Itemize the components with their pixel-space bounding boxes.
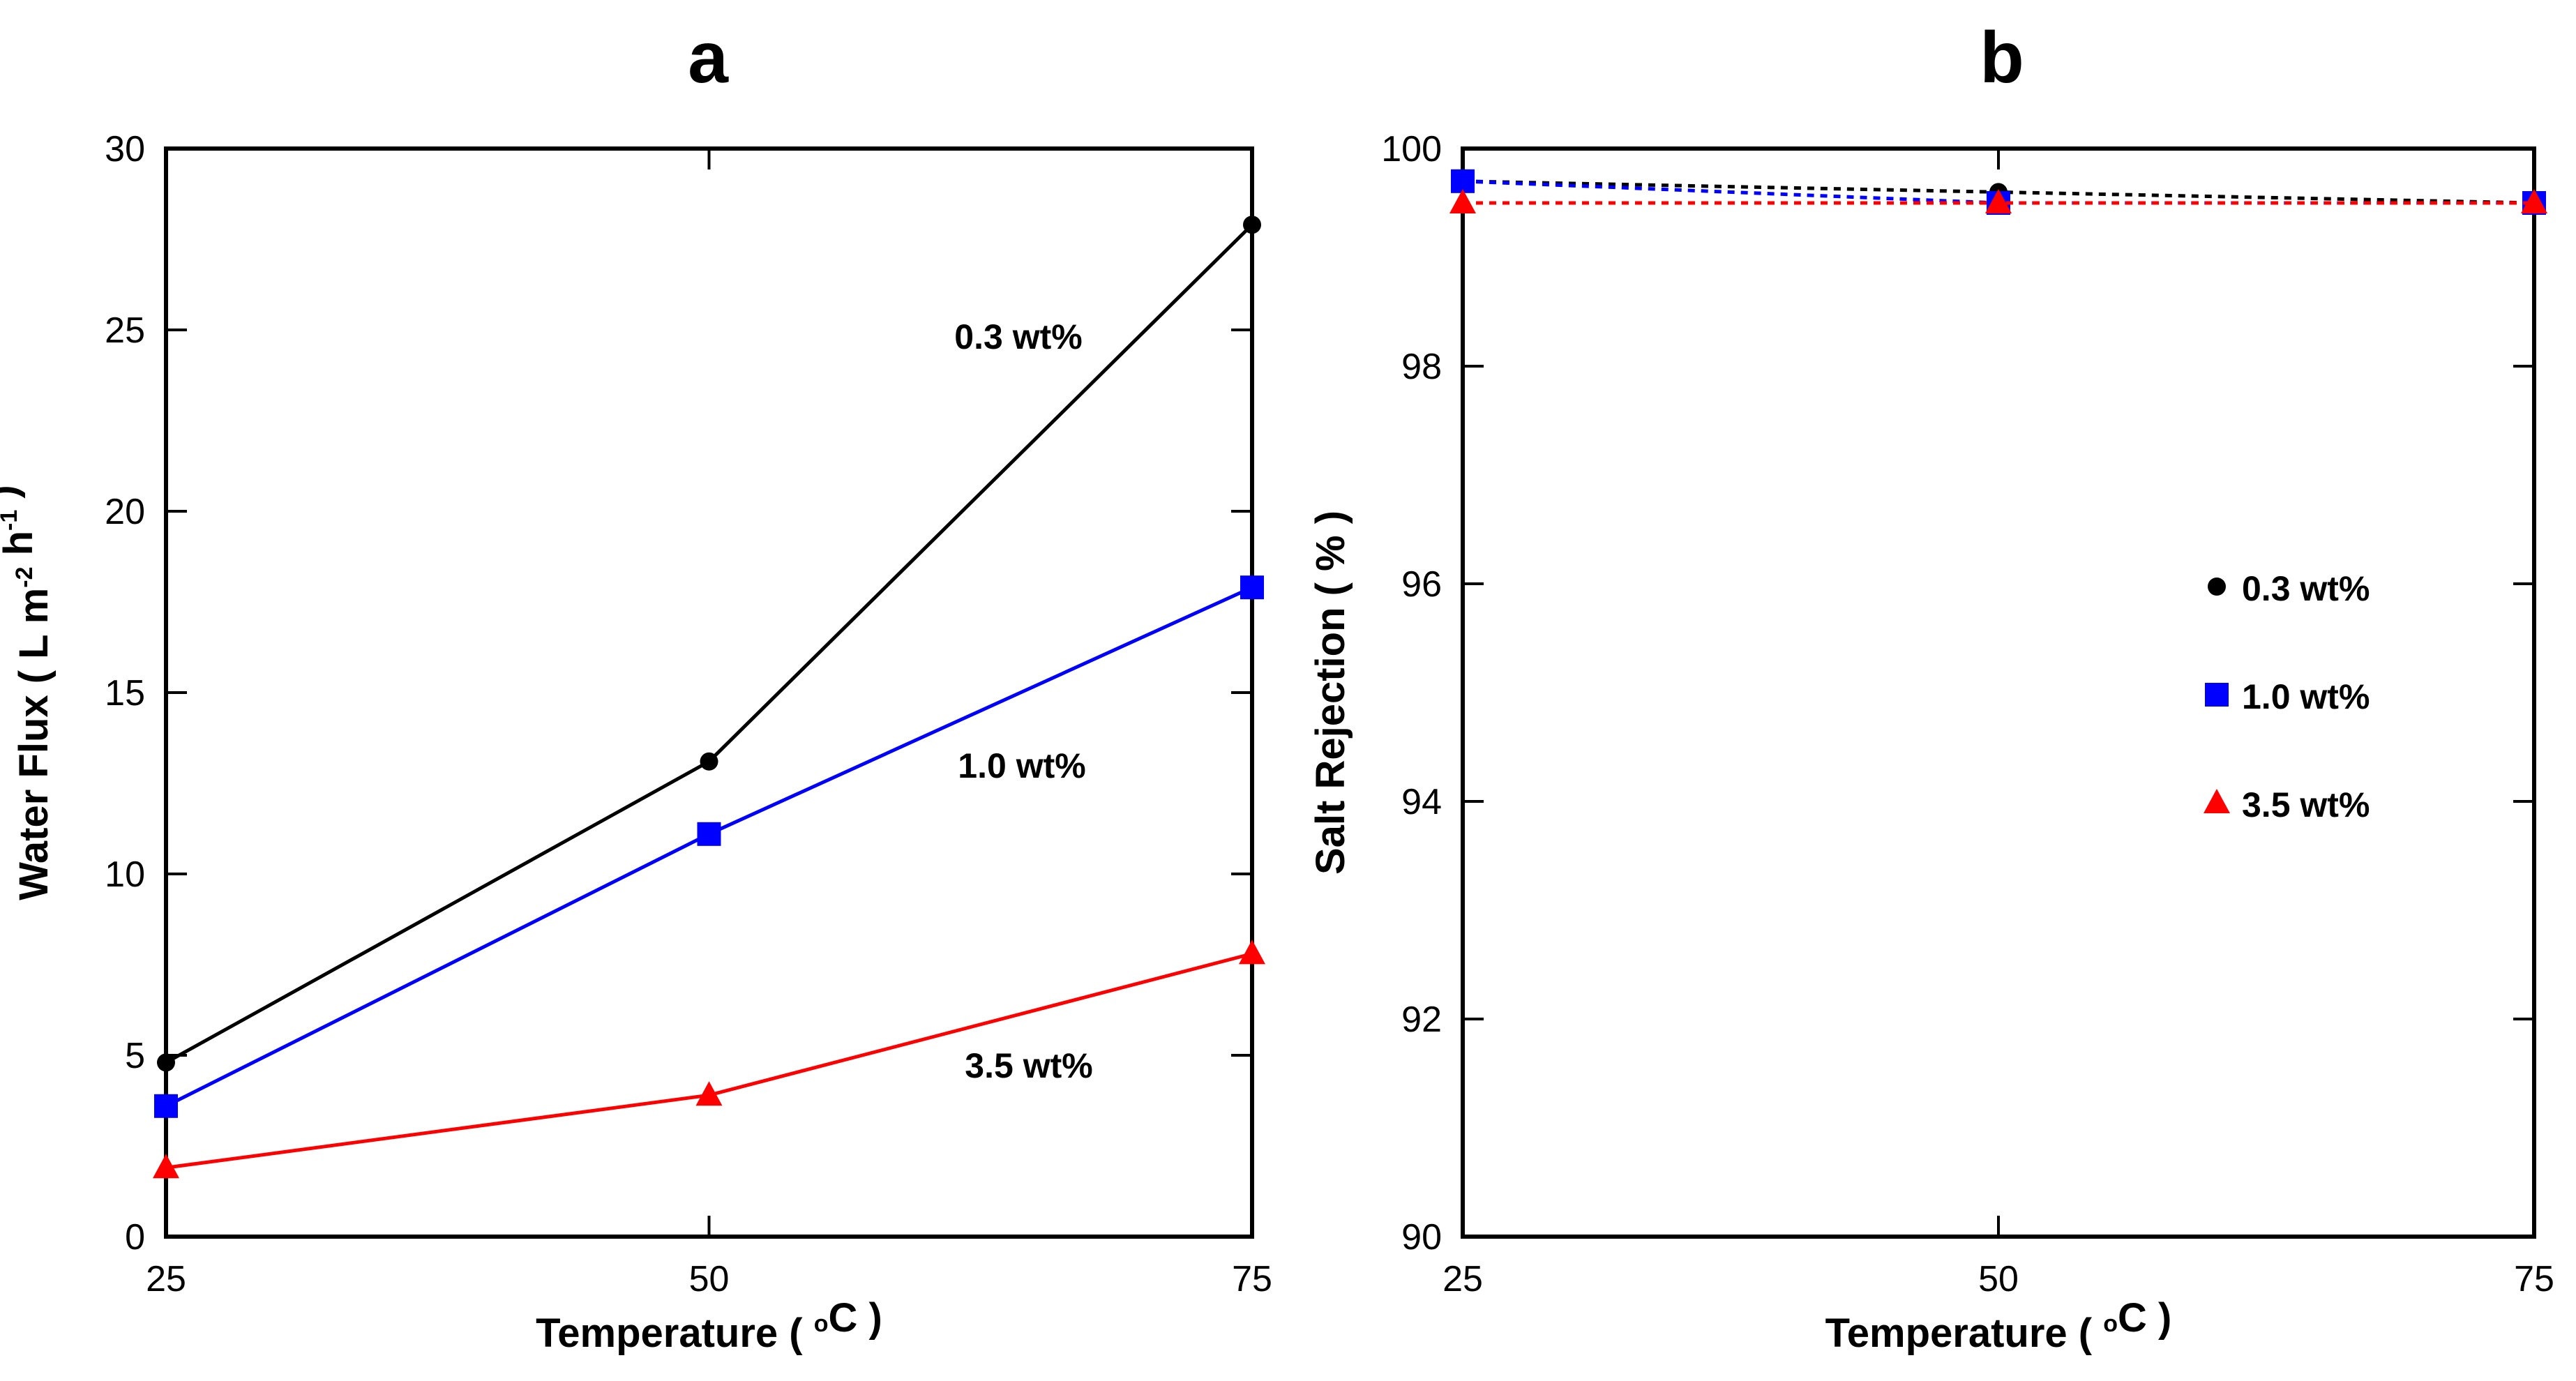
legend-label: 1.0 wt% (2242, 677, 2370, 716)
y-tick-label: 15 (105, 673, 145, 714)
legend-marker (2208, 578, 2226, 596)
legend-marker (2205, 683, 2229, 707)
y-tick-label: 25 (105, 310, 145, 351)
y-tick-label: 0 (125, 1217, 145, 1258)
series-label: 1.0 wt% (958, 746, 1085, 785)
x-tick-label: 75 (2514, 1259, 2554, 1299)
legend-marker (2204, 789, 2230, 813)
data-point (2521, 189, 2547, 213)
y-axis-title: Water Flux ( L m-2 h-1 ) (0, 485, 57, 900)
y-tick-label: 100 (1381, 129, 1442, 169)
y-tick-label: 20 (105, 492, 145, 532)
y-axis-title: Salt Rejection ( % ) (1308, 511, 1353, 875)
panel-a-letter: a (688, 17, 729, 98)
x-tick-label: 75 (1232, 1259, 1272, 1299)
x-tick-label: 25 (1443, 1259, 1483, 1299)
y-tick-label: 30 (105, 129, 145, 169)
data-point (700, 752, 718, 771)
data-point (1985, 189, 2012, 213)
x-tick-label: 25 (146, 1259, 186, 1299)
y-tick-label: 94 (1401, 782, 1442, 822)
data-point (1239, 939, 1265, 965)
data-point (1449, 189, 1476, 213)
x-tick-label: 50 (1978, 1259, 2019, 1299)
series-label: 0.3 wt% (954, 317, 1082, 356)
panel-b-letter: b (1980, 17, 2024, 98)
x-axis-title: Temperature ( oC ) (536, 1295, 882, 1356)
data-point (695, 1081, 723, 1106)
data-point (1240, 575, 1264, 600)
y-tick-label: 96 (1401, 564, 1442, 605)
y-tick-label: 10 (105, 854, 145, 895)
y-tick-label: 92 (1401, 999, 1442, 1040)
legend-label: 0.3 wt% (2242, 569, 2370, 608)
x-tick-label: 50 (689, 1259, 730, 1299)
data-point (154, 1094, 178, 1118)
panel-b: 25 50 75 90 92 94 96 98 100 Temperature ( oC ) Sal… (1308, 129, 2554, 1356)
data-point (1243, 216, 1261, 234)
y-tick-label: 90 (1401, 1217, 1442, 1258)
series-label: 3.5 wt% (965, 1046, 1092, 1085)
x-axis-title: Temperature ( oC ) (1825, 1295, 2172, 1356)
data-point (153, 1154, 179, 1179)
y-tick-label: 5 (125, 1036, 145, 1076)
legend: 0.3 wt% 1.0 wt% 3.5 wt% (2204, 569, 2370, 824)
panel-a: 25 50 75 0 5 10 15 20 25 30 Temperature ( oC ) Wate… (0, 129, 1272, 1356)
data-point (157, 1053, 175, 1072)
data-point (697, 822, 721, 846)
legend-label: 3.5 wt% (2242, 785, 2370, 824)
y-tick-label: 98 (1401, 347, 1442, 387)
